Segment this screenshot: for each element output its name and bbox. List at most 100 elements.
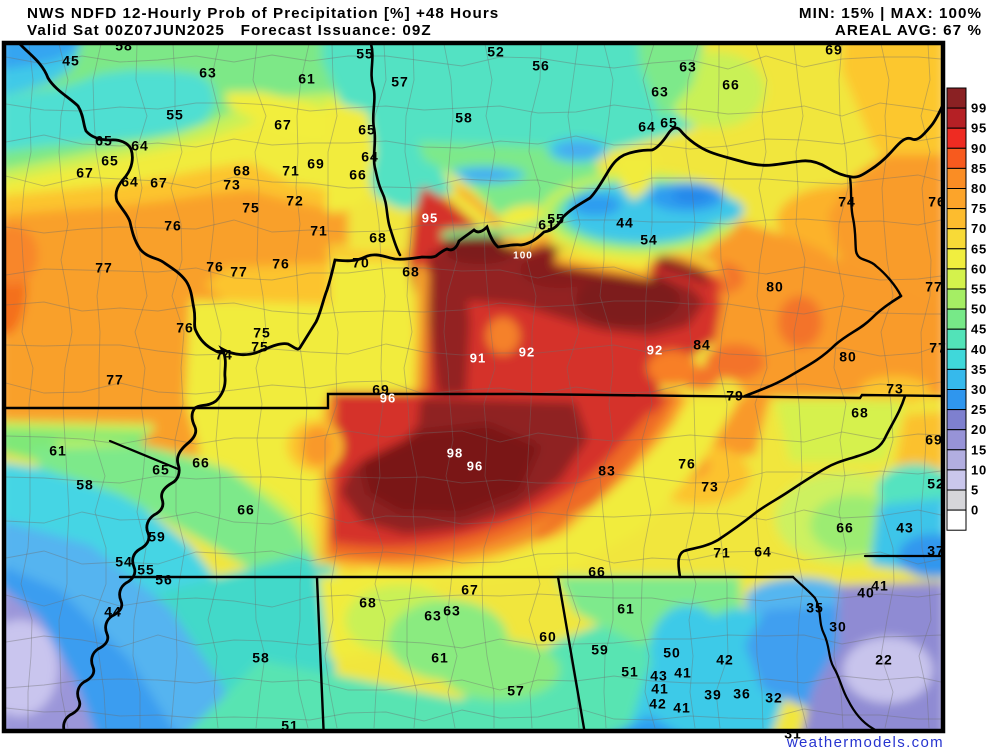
svg-text:15: 15 [971,442,987,457]
svg-text:39: 39 [704,687,722,703]
svg-text:95: 95 [422,211,438,226]
svg-text:66: 66 [192,455,210,471]
svg-text:72: 72 [286,193,304,209]
svg-text:61: 61 [49,443,67,459]
svg-text:60: 60 [539,629,557,645]
svg-text:63: 63 [443,603,461,619]
svg-text:64: 64 [361,149,379,165]
svg-text:20: 20 [971,422,987,437]
svg-text:63: 63 [424,608,442,624]
svg-text:58: 58 [76,477,94,493]
svg-text:76: 76 [678,456,696,472]
svg-text:100: 100 [513,251,533,262]
svg-text:56: 56 [155,572,173,588]
svg-text:31: 31 [784,726,802,742]
svg-text:75: 75 [971,201,987,216]
svg-text:66: 66 [588,564,606,580]
svg-text:77: 77 [230,264,248,280]
svg-text:65: 65 [152,462,170,478]
svg-text:61: 61 [298,71,316,87]
svg-text:69: 69 [925,432,943,448]
svg-text:43: 43 [896,520,914,536]
svg-text:68: 68 [233,163,251,179]
svg-text:64: 64 [754,544,772,560]
svg-text:92: 92 [647,343,663,358]
svg-text:61: 61 [431,650,449,666]
svg-text:75: 75 [242,200,260,216]
svg-text:77: 77 [106,372,124,388]
svg-text:64: 64 [121,174,139,190]
svg-text:55: 55 [971,282,987,297]
svg-text:96: 96 [467,459,483,474]
svg-text:84: 84 [693,337,711,353]
svg-text:75: 75 [251,339,269,355]
svg-text:67: 67 [76,165,94,181]
svg-text:74: 74 [215,347,233,363]
svg-text:73: 73 [701,479,719,495]
svg-text:66: 66 [349,167,367,183]
svg-text:95: 95 [971,121,987,136]
svg-text:61: 61 [617,601,635,617]
svg-text:67: 67 [150,175,168,191]
svg-text:30: 30 [829,619,847,635]
svg-text:71: 71 [310,223,328,239]
svg-text:70: 70 [971,221,987,236]
svg-text:64: 64 [638,119,656,135]
svg-text:79: 79 [726,388,744,404]
svg-text:60: 60 [971,261,987,276]
svg-text:63: 63 [679,59,697,75]
svg-text:69: 69 [307,156,325,172]
svg-text:55: 55 [137,562,155,578]
svg-text:63: 63 [199,65,217,81]
svg-text:52: 52 [487,44,505,60]
svg-text:59: 59 [591,642,609,658]
svg-text:69: 69 [372,382,390,398]
svg-text:75: 75 [253,325,271,341]
svg-text:45: 45 [62,53,80,69]
svg-text:37: 37 [927,543,945,559]
svg-text:55: 55 [166,107,184,123]
svg-text:50: 50 [663,645,681,661]
svg-text:77: 77 [925,279,943,295]
svg-text:56: 56 [532,58,550,74]
svg-text:76: 76 [176,320,194,336]
svg-text:10: 10 [971,462,987,477]
svg-text:35: 35 [971,362,987,377]
svg-text:41: 41 [674,665,692,681]
svg-text:30: 30 [971,382,987,397]
svg-text:42: 42 [716,652,734,668]
svg-text:40: 40 [857,585,875,601]
svg-text:36: 36 [733,686,751,702]
svg-text:67: 67 [461,582,479,598]
svg-text:74: 74 [838,194,856,210]
svg-text:66: 66 [836,520,854,536]
svg-text:68: 68 [402,264,420,280]
svg-text:85: 85 [971,161,987,176]
svg-text:71: 71 [713,545,731,561]
svg-text:42: 42 [649,696,667,712]
svg-text:65: 65 [660,115,678,131]
svg-text:80: 80 [839,349,857,365]
svg-text:68: 68 [851,405,869,421]
svg-text:52: 52 [927,476,945,492]
svg-text:66: 66 [722,77,740,93]
svg-text:67: 67 [274,117,292,133]
svg-text:50: 50 [971,302,987,317]
svg-text:54: 54 [115,554,133,570]
svg-text:58: 58 [252,650,270,666]
svg-text:77: 77 [95,260,113,276]
svg-text:55: 55 [356,46,374,62]
svg-text:73: 73 [223,177,241,193]
svg-text:45: 45 [971,322,987,337]
svg-text:55: 55 [547,211,565,227]
svg-text:96: 96 [380,391,396,406]
svg-text:61: 61 [538,217,556,233]
svg-text:0: 0 [971,503,979,518]
svg-text:98: 98 [447,446,463,461]
svg-text:68: 68 [359,595,377,611]
svg-text:99: 99 [971,101,987,116]
svg-text:80: 80 [971,181,987,196]
svg-text:58: 58 [115,38,133,54]
svg-text:76: 76 [206,259,224,275]
svg-text:83: 83 [598,463,616,479]
